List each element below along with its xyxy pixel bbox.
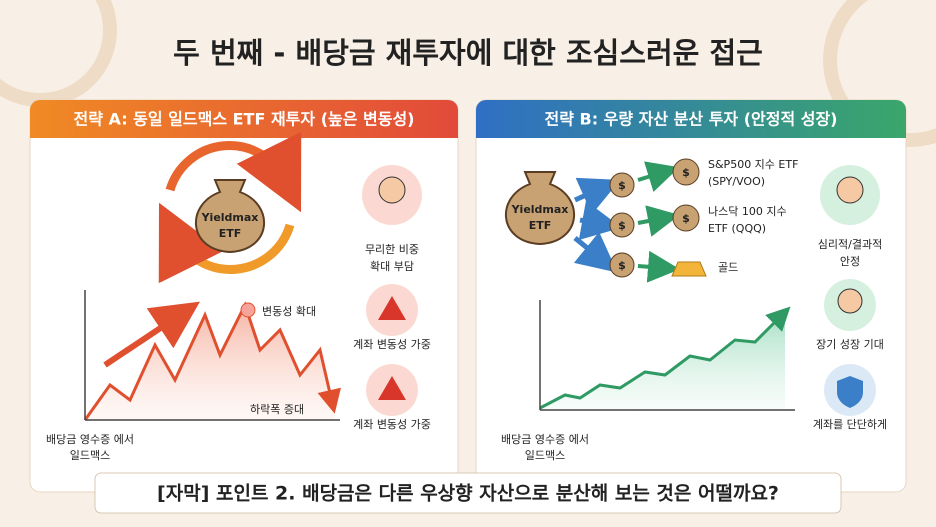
- area: [85, 305, 335, 420]
- benefit-label: 계좌를 단단하게: [813, 417, 887, 431]
- bag: [672, 158, 700, 186]
- bag: [609, 252, 635, 278]
- bag-symbol: $: [618, 179, 626, 192]
- risk-label: 계좌 변동성 가중: [353, 418, 431, 431]
- face: [836, 176, 864, 204]
- shield: [837, 376, 863, 408]
- money-bag: [505, 171, 575, 246]
- flow-arrow: [578, 200, 622, 241]
- axis-label: 배당금 영수증 에서: [46, 433, 134, 446]
- target-label: (SPY/VOO): [708, 175, 765, 188]
- bag-label: Yieldmax: [511, 203, 569, 216]
- annotation: 하락폭 증대: [250, 402, 304, 416]
- benefit-label: 안정: [840, 255, 860, 268]
- growth-line: [539, 306, 791, 410]
- panel-header: [476, 100, 906, 138]
- panel-a: 전략 A: 동일 일드맥스 ETF 재투자 (높은 변동성) Yieldmax …: [29, 99, 459, 493]
- bag: [609, 212, 635, 238]
- caption-box: [94, 472, 842, 514]
- caption: [자막] 포인트 2. 배당금은 다른 우상향 자산으로 분산해 보는 것은 어…: [157, 483, 779, 505]
- benefit-label: 심리적/결과적: [818, 238, 882, 251]
- cycle-arrow: [158, 202, 295, 284]
- axis-label: 배당금 영수증 에서: [501, 433, 589, 446]
- axis-label: 일드맥스: [525, 448, 565, 462]
- gold-bars: [671, 261, 707, 277]
- annotation: 변동성 확대: [262, 305, 316, 318]
- trend-arrow: [103, 301, 200, 368]
- title: 두 번째 - 배당금 재투자에 대한 조심스러운 접근: [173, 36, 763, 70]
- risk-label: 계좌 변동성 가중: [353, 338, 431, 351]
- bag-label: ETF: [529, 219, 552, 232]
- bag-symbol: $: [682, 212, 690, 225]
- decor: [823, 0, 936, 147]
- axis-label: 일드맥스: [70, 448, 110, 462]
- flow-arrow: [637, 250, 680, 283]
- bag: [672, 204, 700, 232]
- warning: [378, 296, 406, 320]
- target-label: ETF (QQQ): [708, 222, 766, 235]
- target-label: 나스닥 100 지수: [708, 205, 787, 218]
- volatile-line: [83, 301, 341, 421]
- panel-title: 전략 B: 우량 자산 분산 투자 (안정적 성장): [544, 110, 837, 129]
- bag-label: Yieldmax: [201, 211, 259, 224]
- benefit-label: 장기 성장 기대: [816, 338, 884, 351]
- bag-symbol: $: [618, 259, 626, 272]
- bag-label: ETF: [219, 227, 242, 240]
- warning: [378, 376, 406, 400]
- bag: [609, 172, 635, 198]
- money-bag: [195, 179, 265, 254]
- panel-header: [30, 100, 458, 138]
- target-label: 골드: [718, 261, 738, 274]
- bag-symbol: $: [618, 219, 626, 232]
- small-bags: $ $ $: [609, 172, 635, 278]
- risk-label: 확대 부담: [370, 260, 414, 273]
- flow-arrow: [573, 177, 621, 215]
- face: [837, 288, 863, 314]
- flow-arrow: [637, 205, 680, 237]
- panel-title: 전략 A: 동일 일드맥스 ETF 재투자 (높은 변동성): [74, 110, 415, 129]
- cycle-arrow: [165, 131, 302, 213]
- flow-arrow: [637, 161, 680, 192]
- highlight: [240, 302, 256, 318]
- panel-b: 전략 B: 우량 자산 분산 투자 (안정적 성장) Yieldmax ETF …: [475, 99, 907, 493]
- risk-label: 무리한 비중: [365, 243, 419, 256]
- face: [378, 176, 406, 204]
- flow-arrow: [573, 231, 618, 273]
- target-label: S&P500 지수 ETF: [708, 158, 798, 171]
- bag-symbol: $: [682, 166, 690, 179]
